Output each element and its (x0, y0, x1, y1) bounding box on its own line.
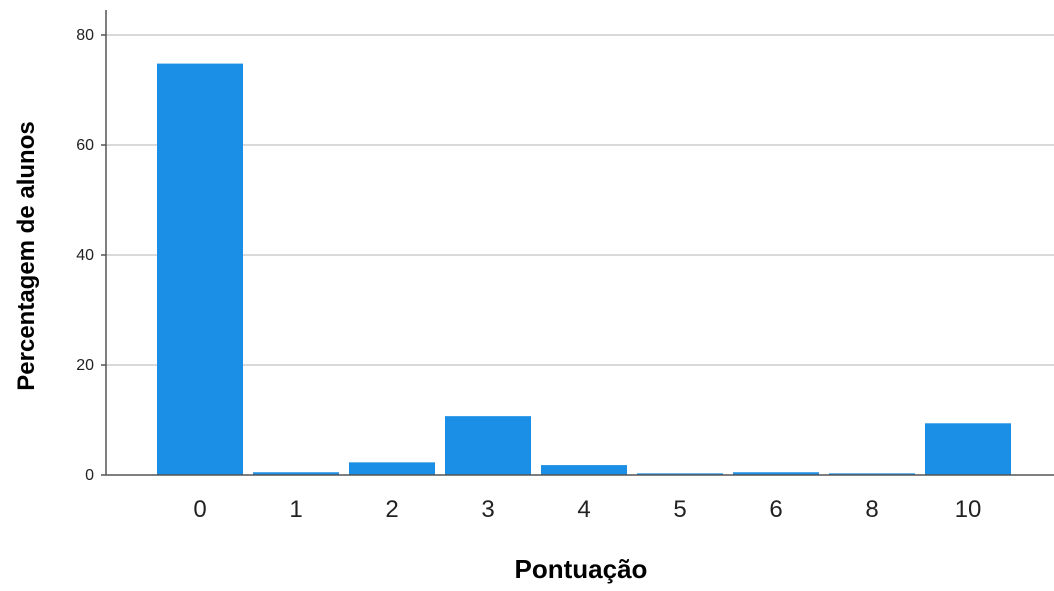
y-tick-label: 0 (85, 467, 94, 484)
x-tick-label: 3 (481, 496, 494, 523)
bar-3 (445, 416, 531, 475)
y-tick-label: 60 (76, 137, 94, 154)
bar-4 (541, 465, 627, 475)
x-tick-label: 1 (289, 496, 302, 523)
bar-1 (253, 472, 339, 475)
bar-10 (925, 423, 1011, 475)
x-tick-label: 5 (673, 496, 686, 523)
x-tick-label: 0 (193, 496, 206, 523)
gridlines (106, 34, 1054, 366)
bar-2 (349, 462, 435, 475)
bar-5 (637, 473, 723, 475)
x-axis-label: Pontuação (515, 554, 648, 584)
x-tick-label: 6 (769, 496, 782, 523)
x-tick-label: 4 (577, 496, 590, 523)
y-axis-label: Percentagem de alunos (13, 121, 40, 390)
bar-8 (829, 473, 915, 475)
y-tick-label: 20 (76, 357, 94, 374)
x-tick-label: 8 (865, 496, 878, 523)
y-tick-label: 80 (76, 27, 94, 44)
x-tick-label: 2 (385, 496, 398, 523)
x-tick-label: 10 (955, 496, 982, 523)
bar-6 (733, 472, 819, 475)
y-tick-label: 40 (76, 247, 94, 264)
bars (157, 63, 1011, 475)
bar-0 (157, 63, 243, 475)
y-ticks: 0 20 40 60 80 (76, 27, 106, 484)
x-ticks: 0 1 2 3 4 5 6 8 10 (193, 496, 981, 523)
